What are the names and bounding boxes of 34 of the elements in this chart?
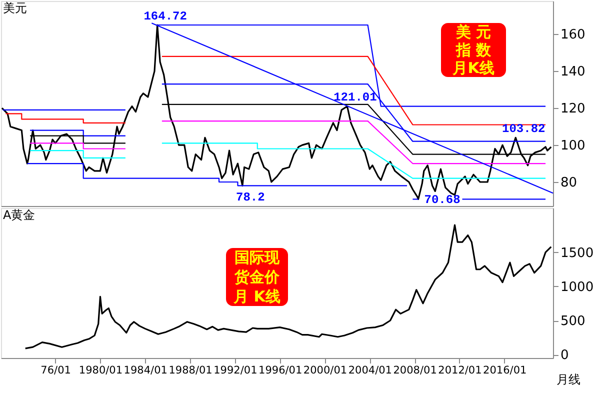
y-tick-label: 1500 bbox=[560, 246, 594, 261]
x-tick-label: 1988/01 bbox=[168, 364, 212, 376]
annotation: 78.2 bbox=[236, 190, 265, 204]
annotation: 月 K线 bbox=[232, 287, 280, 306]
y-tick-label: 0 bbox=[560, 348, 569, 364]
annotation: 164.72 bbox=[144, 10, 187, 24]
y-tick-label: 100 bbox=[560, 138, 586, 154]
y-tick-label: 120 bbox=[560, 102, 586, 117]
chart-title: A黄金 bbox=[3, 208, 36, 222]
annotation: 103.82 bbox=[502, 122, 546, 136]
x-tick-label: 2000/01 bbox=[303, 364, 348, 376]
annotation: 国际现 bbox=[234, 248, 280, 267]
y-tick-label: 80 bbox=[560, 175, 578, 190]
y-tick-label: 500 bbox=[560, 314, 586, 329]
x-axis-title: 月线 bbox=[556, 372, 580, 386]
x-tick-label: 1980/01 bbox=[78, 364, 123, 376]
chart-title: 美元 bbox=[3, 1, 27, 15]
x-tick-label: 76/01 bbox=[40, 364, 71, 376]
x-tick-label: 2004/01 bbox=[348, 364, 392, 376]
annotation: 70.68 bbox=[424, 193, 460, 208]
annotation: 121.01 bbox=[334, 90, 377, 104]
x-tick-label: 1996/01 bbox=[258, 364, 302, 376]
annotation: 月K线 bbox=[452, 59, 494, 77]
x-tick-label: 1984/01 bbox=[124, 364, 168, 376]
x-tick-label: 2008/01 bbox=[393, 364, 437, 376]
annotation: 美 元 bbox=[454, 23, 492, 41]
y-tick-label: 160 bbox=[560, 28, 586, 43]
annotation: 货金价 bbox=[234, 268, 280, 286]
x-tick-label: 2016/01 bbox=[483, 364, 527, 376]
annotation: 指 数 bbox=[454, 41, 492, 59]
y-tick-label: 1000 bbox=[560, 280, 594, 295]
x-tick-label: 2012/01 bbox=[438, 364, 482, 376]
y-tick-label: 140 bbox=[560, 64, 586, 80]
x-tick-label: 1992/01 bbox=[214, 364, 258, 376]
